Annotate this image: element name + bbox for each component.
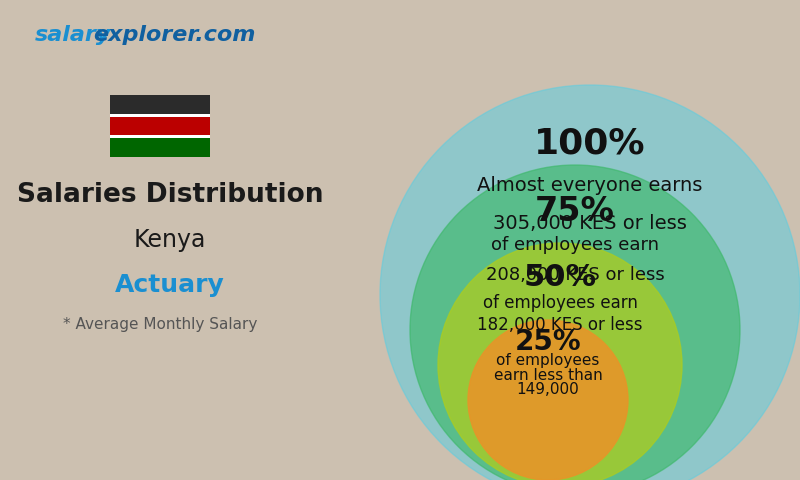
Text: * Average Monthly Salary: * Average Monthly Salary: [63, 317, 257, 333]
Text: 305,000 KES or less: 305,000 KES or less: [493, 214, 687, 233]
Text: Salaries Distribution: Salaries Distribution: [17, 182, 323, 208]
Bar: [110, 114, 210, 117]
Bar: [110, 116, 210, 136]
Circle shape: [380, 85, 800, 480]
Bar: [110, 135, 210, 138]
Text: 182,000 KES or less: 182,000 KES or less: [478, 316, 642, 334]
Text: Almost everyone earns: Almost everyone earns: [478, 176, 702, 195]
Text: 100%: 100%: [534, 127, 646, 161]
Circle shape: [438, 243, 682, 480]
Text: 149,000: 149,000: [517, 382, 579, 397]
Text: of employees: of employees: [496, 353, 600, 368]
Text: of employees earn: of employees earn: [491, 236, 659, 254]
Text: explorer.com: explorer.com: [93, 25, 255, 45]
Text: 50%: 50%: [523, 263, 597, 292]
Bar: [110, 95, 210, 116]
Text: 75%: 75%: [535, 195, 615, 228]
Text: Actuary: Actuary: [115, 273, 225, 297]
Bar: [110, 136, 210, 157]
Text: 208,000 KES or less: 208,000 KES or less: [486, 265, 664, 284]
Text: earn less than: earn less than: [494, 368, 602, 383]
Text: salary: salary: [35, 25, 111, 45]
Text: 25%: 25%: [514, 328, 582, 356]
Text: of employees earn: of employees earn: [482, 294, 638, 312]
Circle shape: [468, 320, 628, 480]
Text: Kenya: Kenya: [134, 228, 206, 252]
Circle shape: [410, 165, 740, 480]
